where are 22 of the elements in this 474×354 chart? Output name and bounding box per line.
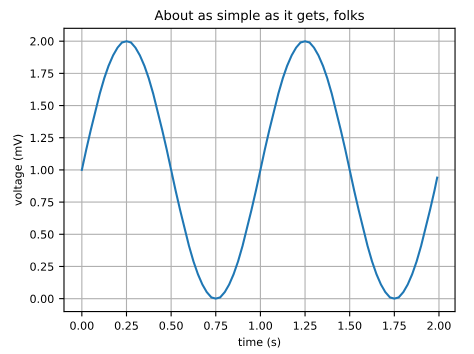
y-axis-title: voltage (mV) — [13, 134, 24, 206]
y-tick-label: 1.75 — [30, 69, 54, 78]
x-axis-title: time (s) — [238, 338, 280, 348]
y-tick-label: 0.25 — [30, 262, 54, 271]
x-tick-label: 1.25 — [294, 321, 316, 330]
x-tick-label: 1.75 — [383, 322, 406, 330]
y-tick-label: 1.25 — [30, 134, 54, 142]
y-tick-label: 0.75 — [30, 198, 54, 206]
x-tick-label: 0.00 — [70, 321, 94, 330]
line-series — [80, 40, 438, 300]
x-tick-label: 0.25 — [114, 321, 138, 330]
x-tick-label: 1.50 — [338, 321, 362, 330]
x-tick-label: 1.00 — [249, 321, 272, 330]
x-tick-label: 0.75 — [204, 321, 228, 330]
y-tick-label: 1.00 — [30, 166, 54, 174]
y-tick-label: 1.50 — [30, 102, 54, 110]
y-tick-label: 2.00 — [30, 37, 54, 46]
y-tick-label: 0.00 — [30, 294, 54, 304]
chart-title: About as simple as it gets, folks — [154, 10, 364, 23]
y-tick-label: 0.50 — [30, 230, 54, 239]
x-tick-label: 0.50 — [159, 321, 183, 330]
x-tick-label: 2.00 — [427, 321, 451, 330]
